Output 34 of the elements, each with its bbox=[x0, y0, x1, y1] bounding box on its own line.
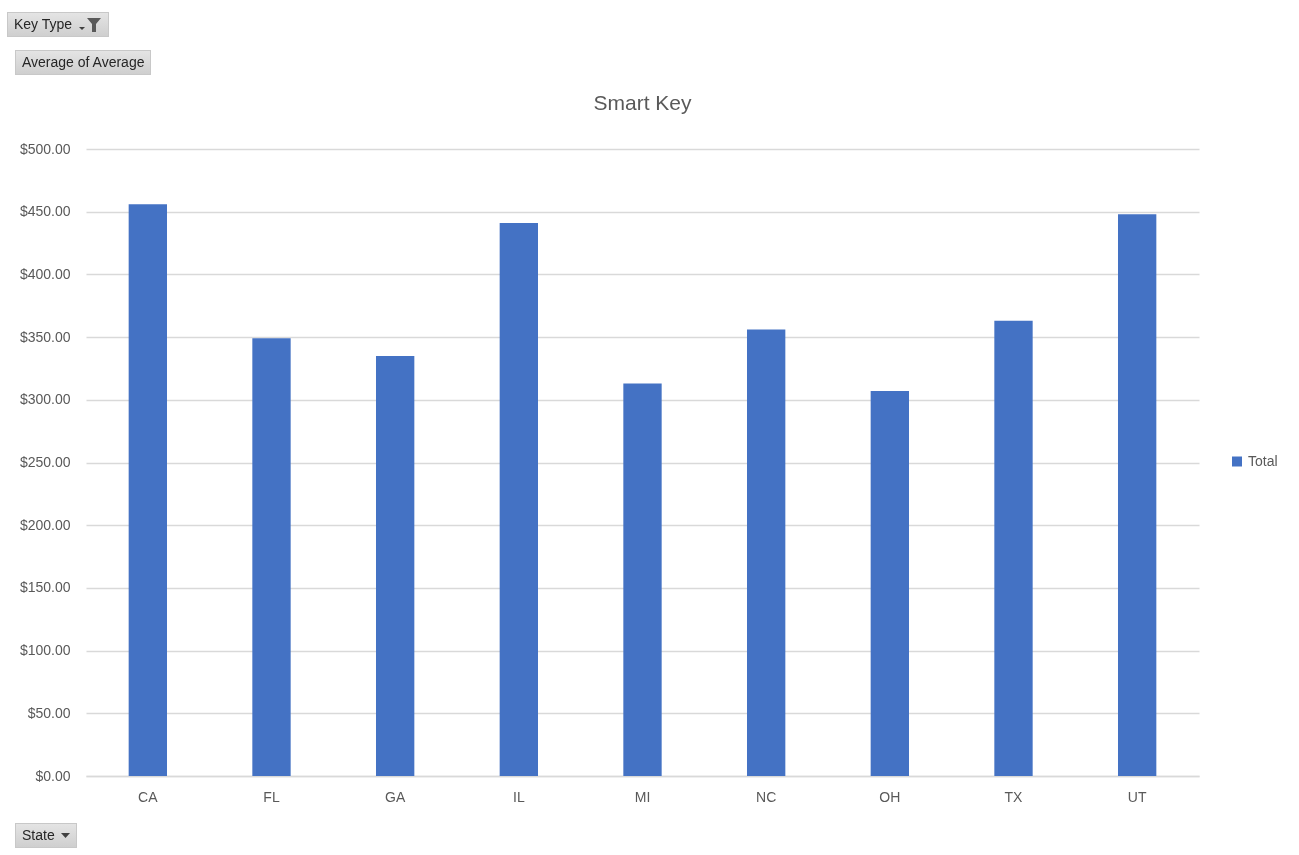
bar bbox=[128, 204, 167, 776]
y-tick-label: $150.00 bbox=[19, 579, 71, 596]
bar bbox=[252, 338, 291, 776]
x-tick-label: OH bbox=[879, 788, 901, 805]
y-tick-label: $250.00 bbox=[19, 454, 71, 470]
bar bbox=[1118, 214, 1157, 776]
bar bbox=[376, 355, 415, 776]
filter-field-button: Key Type bbox=[7, 12, 110, 37]
bar bbox=[747, 329, 786, 776]
y-tick-label: $500.00 bbox=[19, 140, 71, 157]
bar bbox=[994, 320, 1033, 776]
y-tick-label: $400.00 bbox=[19, 265, 71, 282]
legend-label: Total bbox=[1248, 452, 1278, 469]
x-tick-label: FL bbox=[263, 788, 280, 805]
bar bbox=[870, 391, 909, 776]
y-tick-label: $350.00 bbox=[19, 328, 71, 345]
value-field-button: Average of Average bbox=[15, 50, 152, 75]
y-tick-label: $100.00 bbox=[19, 642, 71, 659]
bar bbox=[623, 383, 662, 776]
x-tick-label: TX bbox=[1004, 788, 1024, 805]
y-tick-label: $200.00 bbox=[19, 516, 71, 533]
x-tick-label: UT bbox=[1127, 788, 1147, 805]
x-tick-label: NC bbox=[756, 788, 777, 805]
y-tick-label: $0.00 bbox=[35, 767, 71, 784]
x-tick-label: CA bbox=[138, 788, 159, 805]
y-tick-label: $300.00 bbox=[19, 391, 71, 408]
x-tick-label: GA bbox=[385, 788, 406, 805]
y-tick-label: $450.00 bbox=[19, 203, 71, 220]
x-tick-label: MI bbox=[634, 788, 651, 805]
x-tick-label: IL bbox=[512, 788, 525, 805]
axis-field-button: State bbox=[15, 823, 77, 848]
bar bbox=[499, 222, 538, 776]
y-tick-label: $50.00 bbox=[27, 704, 71, 721]
chart-title: Smart Key bbox=[593, 91, 693, 114]
